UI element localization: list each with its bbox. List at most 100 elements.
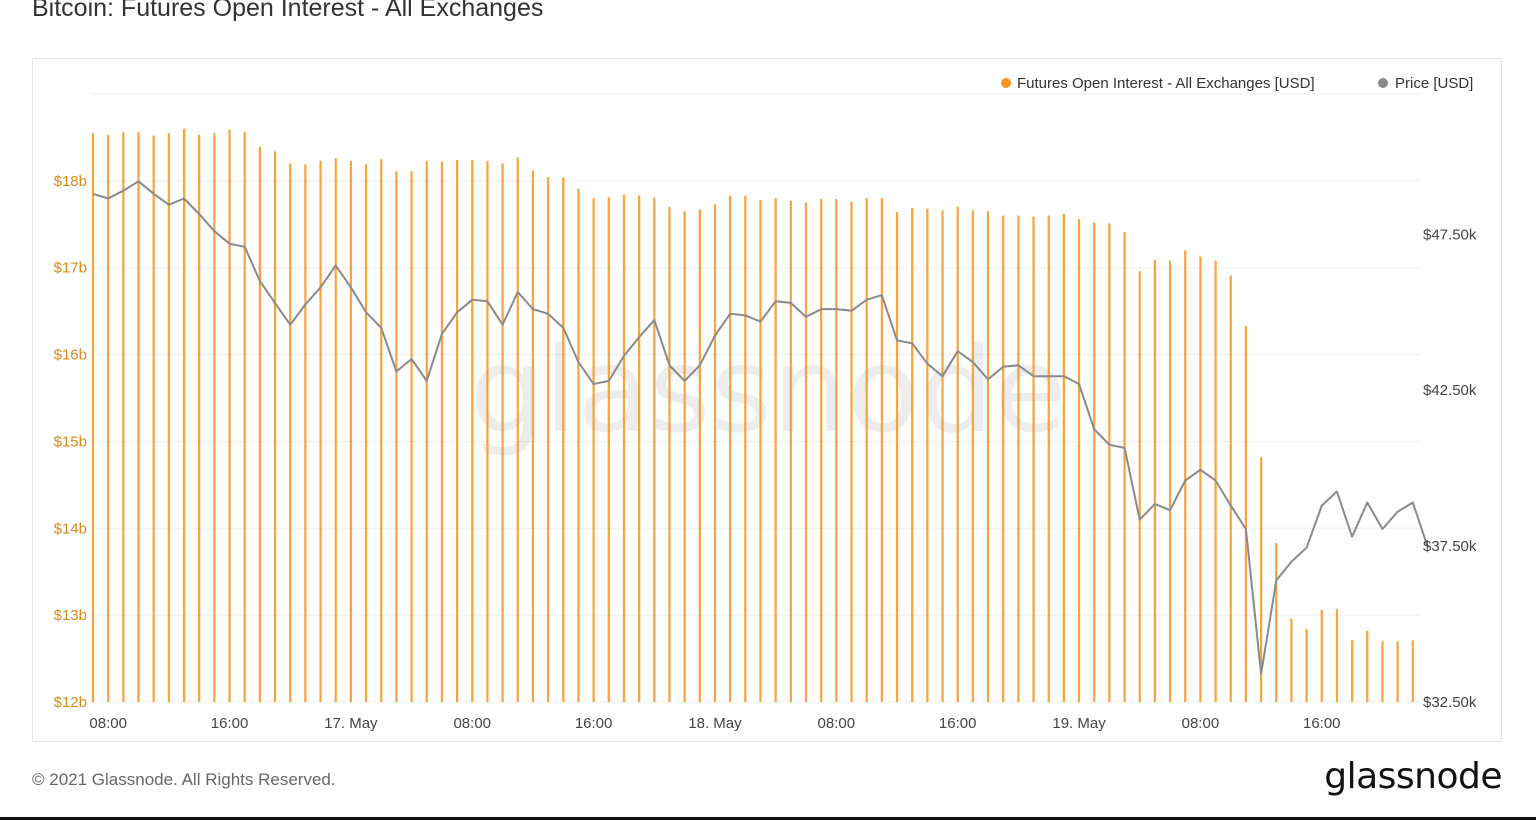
oi-bar xyxy=(759,199,762,703)
oi-bar xyxy=(1305,629,1308,702)
oi-bar xyxy=(835,199,838,702)
oi-bar xyxy=(471,160,474,703)
oi-bar xyxy=(713,204,717,702)
x-axis-tick: 16:00 xyxy=(1303,715,1341,732)
oi-bar xyxy=(774,198,777,702)
oi-bar xyxy=(683,211,686,702)
watermark-text: glassnode xyxy=(469,321,1066,459)
oi-bar xyxy=(1351,640,1354,702)
x-axis-tick: 08:00 xyxy=(453,715,491,732)
oi-bar xyxy=(122,132,125,702)
oi-bar xyxy=(91,133,95,703)
oi-bar xyxy=(744,195,747,702)
oi-bar xyxy=(880,198,883,702)
oi-bar xyxy=(395,171,398,702)
oi-bar xyxy=(486,160,489,702)
oi-bar xyxy=(1002,215,1005,702)
oi-bar xyxy=(986,211,990,702)
oi-bar xyxy=(425,160,428,702)
oi-bar xyxy=(1290,618,1293,702)
oi-bar xyxy=(1381,641,1384,702)
x-axis-tick: 16:00 xyxy=(575,715,613,732)
oi-bar xyxy=(349,160,352,702)
oi-bar xyxy=(1229,275,1232,702)
legend-oi-label: Futures Open Interest - All Exchanges [U… xyxy=(1017,75,1315,92)
oi-bar xyxy=(107,134,110,702)
oi-bar xyxy=(607,197,610,703)
oi-bar xyxy=(789,200,792,702)
oi-bar xyxy=(1259,457,1263,702)
legend-price-label: Price [USD] xyxy=(1395,75,1473,92)
x-axis-tick: 16:00 xyxy=(939,715,977,732)
left-axis-tick: $12b xyxy=(54,694,87,711)
oi-bar xyxy=(198,134,201,702)
oi-bar xyxy=(273,151,277,703)
oi-bar xyxy=(865,198,868,702)
oi-bar xyxy=(820,199,823,702)
oi-bar xyxy=(1017,215,1020,702)
oi-bar xyxy=(956,206,959,702)
oi-bar xyxy=(213,133,216,703)
oi-bar xyxy=(592,198,595,702)
oi-bar xyxy=(1275,543,1278,702)
oi-bar xyxy=(941,210,944,703)
oi-bar xyxy=(1335,609,1339,702)
chart-panel: glassnode $12b $13b $14b $15b $16b $17b $18b $32… xyxy=(32,58,1502,742)
x-axis-tick: 08:00 xyxy=(1182,715,1220,732)
right-axis-tick: $32.50k xyxy=(1423,694,1477,711)
oi-bar xyxy=(668,206,671,702)
oi-bar xyxy=(258,146,261,702)
legend-oi-marker xyxy=(1001,78,1011,88)
oi-bar xyxy=(895,212,899,702)
oi-bar xyxy=(380,159,383,703)
right-axis-tick: $37.50k xyxy=(1423,538,1477,555)
oi-bar xyxy=(501,163,504,702)
oi-bar xyxy=(243,132,246,702)
oi-bar xyxy=(304,164,307,703)
left-axis-tick: $15b xyxy=(54,433,87,450)
x-axis-tick: 08:00 xyxy=(818,715,856,732)
page-title: Bitcoin: Futures Open Interest - All Exc… xyxy=(32,0,544,22)
oi-bar xyxy=(1138,271,1141,702)
oi-bar xyxy=(1244,325,1248,702)
oi-bar xyxy=(319,160,322,702)
oi-bar xyxy=(1108,223,1111,702)
bottom-divider xyxy=(0,817,1536,820)
oi-bar xyxy=(1366,630,1369,702)
oi-bar xyxy=(531,170,535,702)
right-axis-tick: $42.50k xyxy=(1423,382,1477,399)
oi-bar xyxy=(440,161,444,703)
oi-bar xyxy=(1062,213,1065,702)
oi-bar xyxy=(653,197,656,703)
left-axis-tick: $18b xyxy=(54,173,87,190)
glassnode-logo: glassnode xyxy=(1324,756,1502,797)
oi-bar xyxy=(698,209,701,702)
oi-bar xyxy=(1123,232,1126,703)
x-axis-tick: 08:00 xyxy=(89,715,127,732)
oi-bar xyxy=(971,210,974,703)
oi-bar xyxy=(228,129,231,702)
oi-bar xyxy=(1077,219,1081,702)
left-axis-tick: $17b xyxy=(54,260,87,277)
oi-bar xyxy=(1168,260,1172,702)
oi-bar xyxy=(1199,256,1202,702)
price-line xyxy=(92,180,1429,675)
oi-bar xyxy=(1047,215,1050,702)
x-axis-tick: 18. May xyxy=(688,715,742,732)
oi-bar xyxy=(804,202,808,703)
x-axis-tick: 17. May xyxy=(324,715,378,732)
oi-bar xyxy=(137,132,140,702)
oi-bar xyxy=(911,207,914,703)
left-axis-tick: $13b xyxy=(54,607,87,624)
oi-bar xyxy=(1396,641,1399,702)
oi-bar xyxy=(1320,609,1323,702)
oi-bar xyxy=(152,135,155,703)
oi-bar xyxy=(455,160,459,703)
left-axis-tick: $16b xyxy=(54,347,87,364)
x-axis-tick: 19. May xyxy=(1052,715,1106,732)
oi-bar xyxy=(547,177,550,702)
copyright-text: © 2021 Glassnode. All Rights Reserved. xyxy=(32,770,336,789)
oi-bar xyxy=(577,188,580,702)
oi-bar xyxy=(334,158,337,702)
oi-bar xyxy=(1411,640,1414,702)
